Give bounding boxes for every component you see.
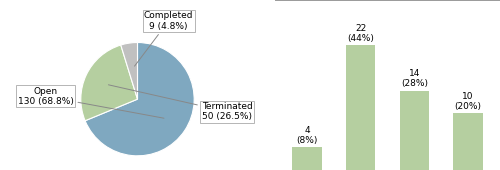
- Text: 4
(8%): 4 (8%): [296, 126, 318, 145]
- Text: 22
(44%): 22 (44%): [348, 24, 374, 43]
- Bar: [400, 91, 429, 170]
- Bar: [346, 45, 376, 170]
- Wedge shape: [121, 42, 138, 99]
- Text: 14
(28%): 14 (28%): [401, 69, 428, 88]
- Text: Completed
9 (4.8%): Completed 9 (4.8%): [134, 11, 194, 66]
- Text: Open
130 (68.8%): Open 130 (68.8%): [18, 87, 164, 118]
- Wedge shape: [81, 45, 138, 121]
- Bar: [292, 147, 322, 170]
- Wedge shape: [85, 42, 194, 156]
- Bar: [453, 113, 482, 170]
- Text: Terminated
50 (26.5%): Terminated 50 (26.5%): [108, 85, 253, 121]
- Text: 10
(20%): 10 (20%): [454, 92, 481, 111]
